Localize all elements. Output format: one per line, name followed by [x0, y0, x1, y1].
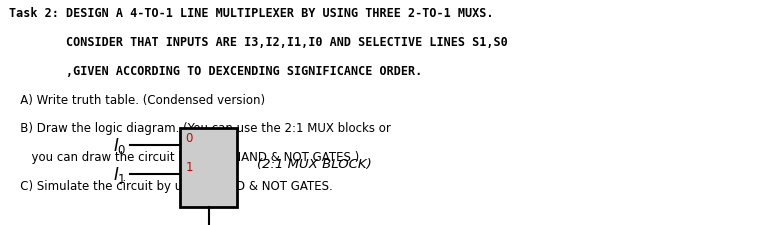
Text: $\mathit{I}_1$: $\mathit{I}_1$	[113, 164, 126, 184]
Text: 0: 0	[185, 131, 193, 144]
Text: ,GIVEN ACCORDING TO DEXCENDING SIGNIFICANCE ORDER.: ,GIVEN ACCORDING TO DEXCENDING SIGNIFICA…	[9, 64, 422, 77]
Text: (2:1 MUX BLOCK): (2:1 MUX BLOCK)	[257, 157, 372, 170]
Text: 1: 1	[185, 160, 193, 173]
Text: Task 2: DESIGN A 4-TO-1 LINE MULTIPLEXER BY USING THREE 2-TO-1 MUXS.: Task 2: DESIGN A 4-TO-1 LINE MULTIPLEXER…	[9, 7, 494, 20]
Text: CONSIDER THAT INPUTS ARE I3,I2,I1,I0 AND SELECTIVE LINES S1,S0: CONSIDER THAT INPUTS ARE I3,I2,I1,I0 AND…	[9, 36, 508, 49]
Text: $\mathit{I}_0$: $\mathit{I}_0$	[113, 136, 126, 155]
Text: you can draw the circuit by using NAND & NOT GATES.): you can draw the circuit by using NAND &…	[9, 151, 359, 164]
Text: A) Write truth table. (Condensed version): A) Write truth table. (Condensed version…	[9, 93, 265, 106]
Text: B) Draw the logic diagram. (You can use the 2:1 MUX blocks or: B) Draw the logic diagram. (You can use …	[9, 122, 391, 135]
Bar	[180, 128, 237, 207]
Text: C) Simulate the circuit by using NAND & NOT GATES.: C) Simulate the circuit by using NAND & …	[9, 180, 333, 193]
